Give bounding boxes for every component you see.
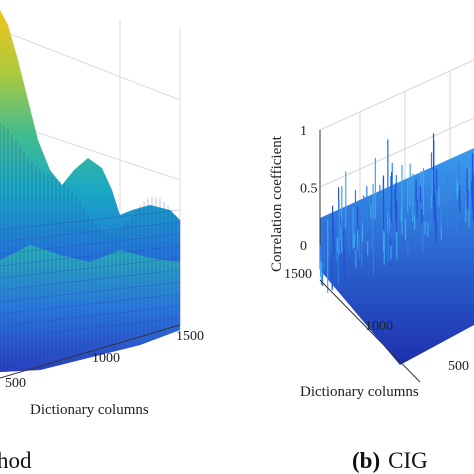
panel-b-y-tick: 1000 xyxy=(365,319,393,334)
panel-a-x-tick: 500 xyxy=(5,376,26,391)
panel-b-zlabel: Correlation coefficient xyxy=(269,135,285,272)
panel-a-x-tick: 1500 xyxy=(176,329,204,344)
panel-b-y-tick: 1500 xyxy=(284,267,312,282)
panel-a-mesh-line xyxy=(0,293,181,315)
panel-b-xlabel: Dictionary columns xyxy=(300,384,419,400)
panel-a-mesh-line xyxy=(0,257,181,279)
panel-a-mesh xyxy=(0,123,181,370)
panel-b-caption-label: (b) xyxy=(352,448,380,473)
panel-a-mesh-line xyxy=(0,245,181,267)
panel-a-x-tick: 1000 xyxy=(92,351,120,366)
panel-b-y-axis xyxy=(319,279,421,383)
panel-a-mesh-line xyxy=(0,317,181,339)
panel-a-x-ticks: 500 1000 1500 xyxy=(5,329,204,391)
panel-b-y-ticks: 1500 1000 500 xyxy=(284,267,469,374)
panel-a-mesh-line xyxy=(0,269,181,291)
panel-a-x-axis xyxy=(0,324,181,379)
panel-b-caption-text: CIG xyxy=(388,448,428,473)
panel-a-xlabel: Dictionary columns xyxy=(30,402,149,418)
panel-b-z-tick: 0.5 xyxy=(300,182,318,197)
panel-a-mesh-line xyxy=(0,221,181,243)
panel-a-caption: hod xyxy=(0,448,32,473)
panel-b-z-tick: 0 xyxy=(300,239,307,254)
panel-b-spikes xyxy=(319,133,474,293)
panel-a-mesh-line xyxy=(0,209,181,231)
panel-b-caption: (b) CIG xyxy=(352,448,428,473)
panel-b-z-tick: 1 xyxy=(300,124,307,139)
panel-a-mesh-line xyxy=(0,281,181,303)
panel-a-mesh-line xyxy=(0,233,181,255)
panel-b-z-ticks: 00.51 xyxy=(300,124,318,254)
panel-a-mesh-line xyxy=(0,305,181,327)
panel-a-ridges xyxy=(0,245,180,372)
panel-b-y-tick: 500 xyxy=(448,359,469,374)
panel-a: 500 1000 1500 Dictionary columns hod xyxy=(0,10,204,473)
